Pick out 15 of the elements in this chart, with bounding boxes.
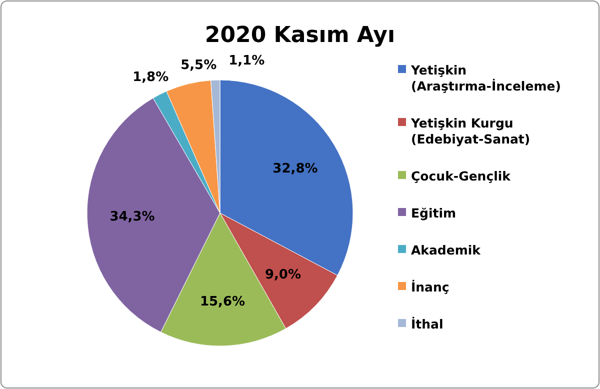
legend-label: Eğitim <box>411 205 456 220</box>
data-label: 34,3% <box>110 209 155 224</box>
data-label: 9,0% <box>264 268 302 283</box>
legend-label: İthal <box>411 316 444 332</box>
data-label: 5,5% <box>180 58 217 73</box>
legend-label: Çocuk-Gençlik <box>411 168 512 184</box>
data-label: 1,8% <box>132 70 169 86</box>
data-label: 32,8% <box>272 161 318 176</box>
data-label: 15,6% <box>200 294 246 310</box>
data-label: 1,1% <box>228 54 265 69</box>
legend-label: Yetişkin (Araştırma-İnceleme) <box>410 62 561 94</box>
legend-label: İnanç <box>411 279 450 294</box>
legend-label: Akademik <box>411 242 482 258</box>
chart-title: 2020 Kasım Ayı <box>204 23 396 48</box>
legend-label: Yetişkin Kurgu (Edebiyat-Sanat) <box>410 115 530 147</box>
